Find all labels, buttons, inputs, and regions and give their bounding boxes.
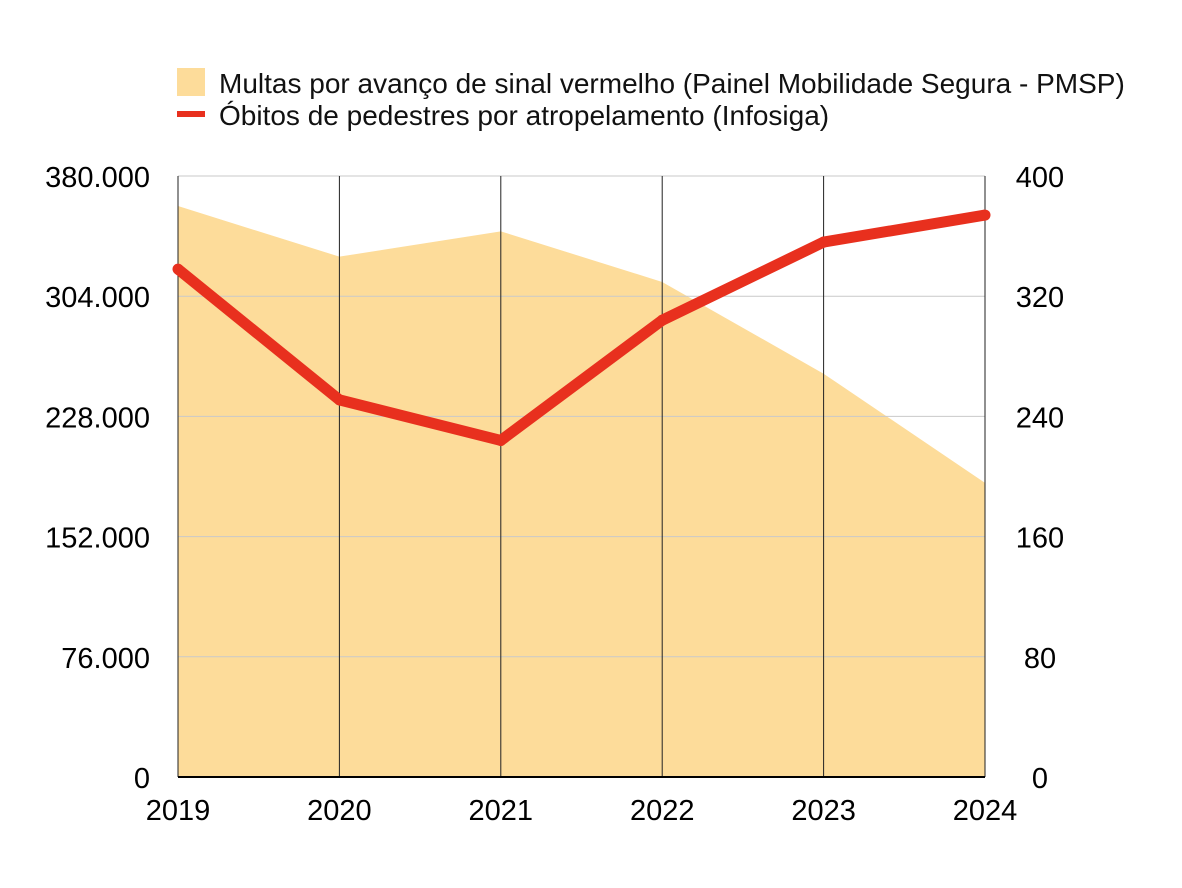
left-tick-label: 380.000 bbox=[45, 162, 150, 194]
x-tick-label: 2022 bbox=[630, 795, 695, 827]
line-point-2020 bbox=[333, 394, 345, 406]
x-tick-label: 2024 bbox=[953, 795, 1018, 827]
legend-label-line: Óbitos de pedestres por atropelamento (I… bbox=[219, 100, 829, 131]
left-tick-label: 304.000 bbox=[45, 282, 150, 314]
right-tick-label: 0 bbox=[1032, 763, 1048, 795]
line-series bbox=[174, 209, 986, 446]
x-tick-label: 2023 bbox=[791, 795, 856, 827]
legend-label-area: Multas por avanço de sinal vermelho (Pai… bbox=[219, 68, 1125, 99]
legend-swatch-area bbox=[177, 68, 205, 96]
plot-area: 0 76.000 152.000 228.000 304.000 380.000 0 80 16… bbox=[45, 162, 1064, 827]
line-point-2023 bbox=[818, 236, 830, 248]
right-tick-label: 240 bbox=[1016, 402, 1064, 434]
line-point-2024 bbox=[979, 209, 991, 221]
area-point-2021 bbox=[500, 230, 502, 232]
area-point-2024 bbox=[984, 482, 986, 484]
area-point-2020 bbox=[338, 256, 340, 258]
x-tick-label: 2020 bbox=[307, 795, 372, 827]
right-tick-label: 160 bbox=[1016, 523, 1064, 555]
left-tick-label: 228.000 bbox=[45, 402, 150, 434]
x-tick-label: 2019 bbox=[146, 795, 211, 827]
left-tick-label: 0 bbox=[134, 763, 150, 795]
area-point-2023 bbox=[823, 373, 825, 375]
left-tick-label: 76.000 bbox=[61, 643, 150, 675]
legend: Multas por avanço de sinal vermelho (Pai… bbox=[177, 68, 1125, 131]
area-series bbox=[178, 206, 985, 778]
x-tick-label: 2021 bbox=[469, 795, 534, 827]
line-point-2022 bbox=[656, 314, 668, 326]
legend-swatch-line bbox=[177, 111, 205, 117]
line-point-2019 bbox=[172, 263, 184, 275]
area-point-2019 bbox=[177, 205, 179, 207]
left-tick-label: 152.000 bbox=[45, 523, 150, 555]
line-point-2021 bbox=[495, 434, 507, 446]
right-tick-label: 80 bbox=[1024, 643, 1056, 675]
right-tick-label: 320 bbox=[1016, 282, 1064, 314]
area-point-2022 bbox=[661, 281, 663, 283]
right-tick-label: 400 bbox=[1016, 162, 1064, 194]
